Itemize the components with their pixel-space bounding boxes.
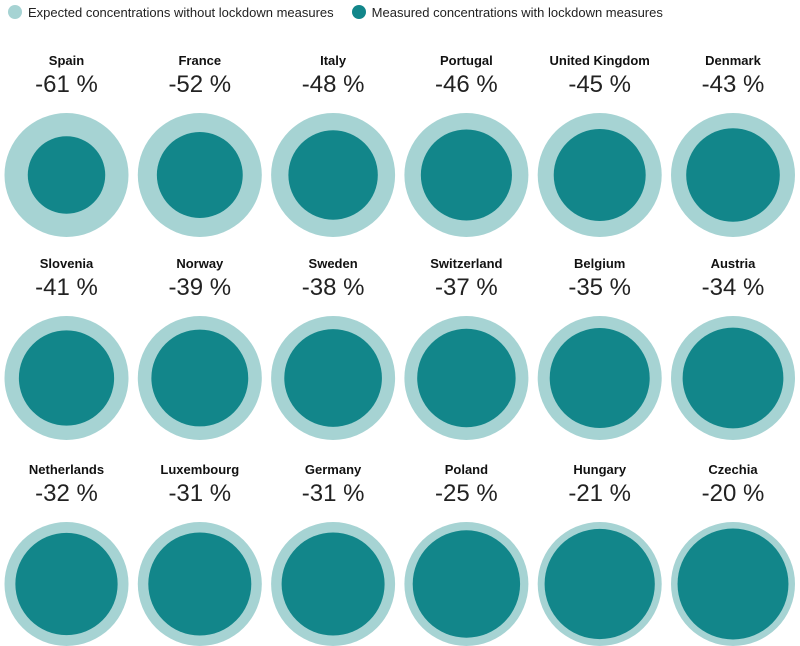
change-label: -45 % — [568, 71, 632, 98]
change-label: -34 % — [701, 274, 765, 301]
change-label: -48 % — [301, 71, 365, 98]
country-cell: Germany -31 % — [267, 462, 400, 508]
country-cell: Belgium -35 % — [533, 256, 666, 302]
change-label: -52 % — [168, 71, 232, 98]
change-label: -46 % — [435, 71, 498, 98]
country-cell: Italy -48 % — [267, 53, 400, 99]
measured-circle — [677, 528, 789, 640]
legend-swatch-expected — [8, 5, 22, 19]
country-cell: Luxembourg -31 % — [133, 462, 266, 508]
measured-circle — [544, 528, 655, 640]
country-cell: United Kingdom -45 % — [533, 53, 666, 99]
country-cell: Switzerland -37 % — [400, 256, 533, 302]
legend-item-measured: Measured concentrations with lockdown me… — [351, 4, 663, 20]
country-name: Netherlands — [28, 462, 105, 477]
country-name: Hungary — [573, 462, 627, 477]
country-name: Germany — [304, 462, 362, 477]
measured-circle — [553, 129, 646, 221]
measured-circle — [284, 329, 382, 427]
measured-circle — [420, 129, 512, 221]
country-cell: Poland -25 % — [400, 462, 533, 508]
country-name: Switzerland — [430, 256, 503, 271]
change-label: -31 % — [168, 480, 232, 507]
measured-circle — [549, 328, 650, 428]
change-label: -21 % — [568, 480, 632, 507]
measured-circle — [156, 132, 243, 218]
country-name: Austria — [710, 256, 756, 271]
change-label: -61 % — [35, 71, 98, 98]
legend-label-expected: Expected concentrations without lockdown… — [28, 4, 334, 20]
country-cell: Slovenia -41 % — [0, 256, 133, 302]
country-name: Slovenia — [39, 256, 94, 271]
country-name: Luxembourg — [160, 462, 240, 477]
change-label: -39 % — [168, 274, 232, 301]
country-cell: Portugal -46 % — [400, 53, 533, 99]
measured-circle — [27, 136, 106, 214]
country-name: Italy — [320, 53, 347, 68]
legend-swatch-measured — [351, 5, 366, 19]
measured-circle — [686, 128, 780, 222]
change-label: -38 % — [301, 274, 365, 301]
measured-circle — [151, 329, 249, 427]
change-label: -37 % — [435, 274, 498, 301]
change-label: -35 % — [568, 274, 632, 301]
measured-circle — [18, 330, 115, 426]
country-cell: Sweden -38 % — [267, 256, 400, 302]
country-cell: Spain -61 % — [0, 53, 133, 99]
legend-item-expected: Expected concentrations without lockdown… — [8, 5, 334, 20]
country-name: Denmark — [705, 53, 761, 68]
measured-circle — [15, 532, 118, 636]
change-label: -25 % — [435, 480, 498, 507]
country-name: Portugal — [440, 53, 493, 68]
measured-circle — [288, 130, 378, 220]
measured-circle — [148, 532, 252, 636]
country-cell: Austria -34 % — [667, 256, 800, 302]
country-cell: Czechia -20 % — [667, 462, 800, 508]
country-cell: Norway -39 % — [133, 256, 266, 302]
country-cell: Hungary -21 % — [533, 462, 666, 508]
country-name: Norway — [176, 256, 224, 271]
country-name: France — [178, 53, 222, 68]
measured-circle — [682, 327, 784, 429]
measured-circle — [412, 530, 521, 638]
change-label: -32 % — [35, 480, 98, 507]
country-cell: Netherlands -32 % — [0, 462, 133, 508]
change-label: -43 % — [701, 71, 765, 98]
country-cell: France -52 % — [133, 53, 266, 99]
country-name: Czechia — [708, 462, 758, 477]
change-label: -20 % — [701, 480, 765, 507]
country-cell: Denmark -43 % — [667, 53, 800, 99]
change-label: -41 % — [35, 274, 98, 301]
country-name: United Kingdom — [549, 53, 650, 68]
country-name: Spain — [48, 53, 85, 68]
measured-circle — [417, 328, 516, 428]
measured-circle — [281, 532, 385, 636]
country-name: Sweden — [308, 256, 358, 271]
legend: Expected concentrations without lockdown… — [8, 2, 681, 22]
country-name: Poland — [444, 462, 489, 477]
change-label: -31 % — [301, 480, 365, 507]
legend-label-measured: Measured concentrations with lockdown me… — [371, 4, 663, 20]
country-name: Belgium — [574, 256, 626, 271]
